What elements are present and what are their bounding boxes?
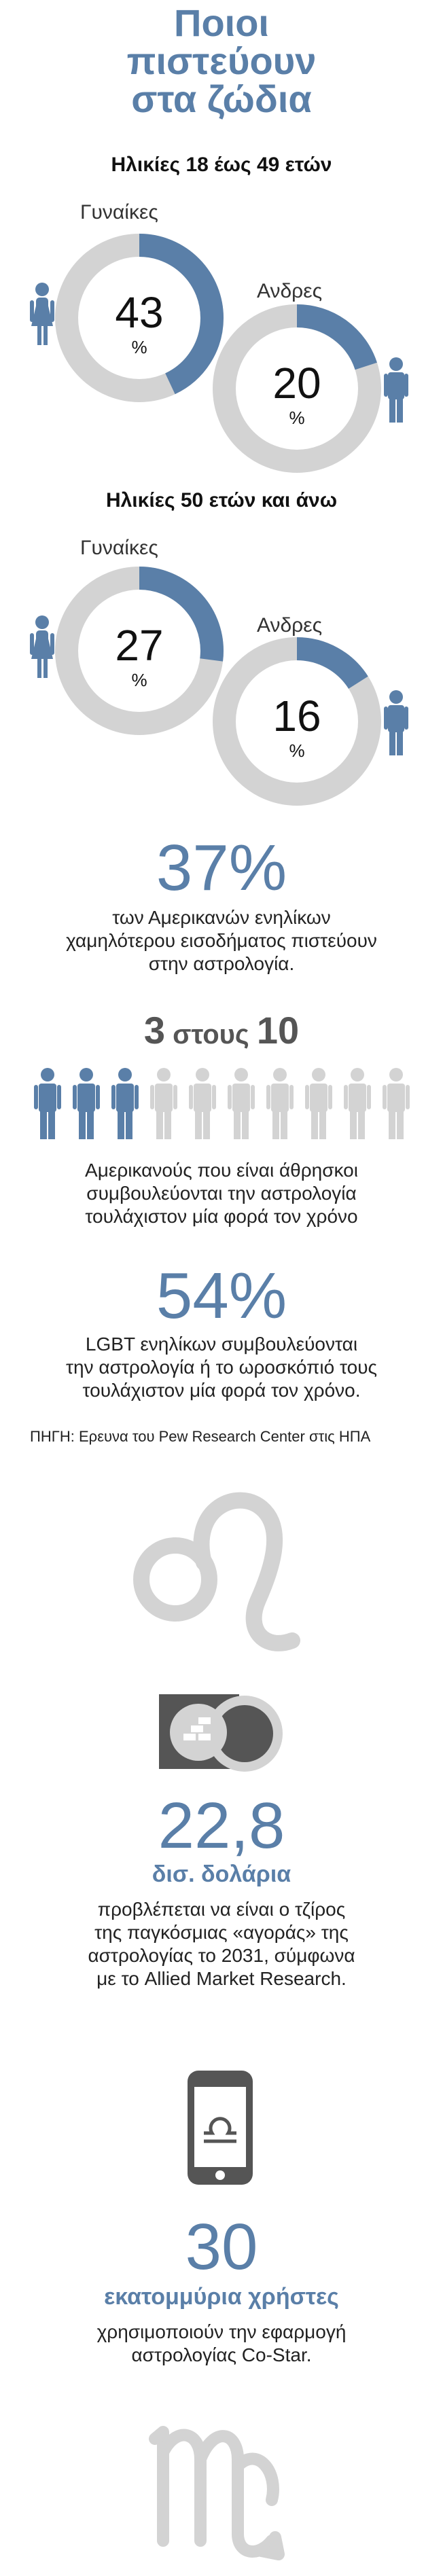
women-unit-1: %: [131, 337, 147, 357]
men-donut-arc-1: [213, 304, 381, 473]
three-in-ten-heading: 3 στους 10: [0, 1008, 443, 1052]
person-icon: [228, 1068, 255, 1139]
person-icon: [344, 1068, 371, 1139]
man-icon-1: [384, 357, 408, 423]
person-icon: [266, 1068, 294, 1139]
three-in-ten-line: συμβουλεύονται την αστρολογία: [86, 1183, 357, 1204]
low-income-line: των Αμερικανών ενηλίκων: [112, 907, 331, 928]
person-icon: [189, 1068, 216, 1139]
men-unit-1: %: [289, 408, 304, 428]
market-text: προβλέπεται να είναι ο τζίρος της παγκόσ…: [0, 1898, 443, 1990]
age-group-2-donuts: 27 % 16 %: [30, 567, 408, 806]
lgbt-line: τουλάχιστον μία φορά τον χρόνο.: [82, 1380, 361, 1401]
woman-icon-2: [30, 615, 54, 678]
three-in-ten-num2: 10: [256, 1009, 300, 1052]
women-value-1: 43: [115, 288, 163, 337]
title-line-2: πιστεύουν: [126, 39, 317, 82]
person-icon: [111, 1068, 139, 1139]
low-income-percent: 37%: [156, 831, 287, 904]
men-value-1: 20: [272, 359, 321, 408]
low-income-line: χαμηλότερου εισοδήματος πιστεύουν: [66, 930, 377, 951]
source-note: ΠΗΓΗ: Ερευνα του Pew Research Center στι…: [30, 1428, 371, 1445]
title-line-1: Ποιοι: [174, 1, 269, 44]
women-unit-2: %: [131, 670, 147, 690]
three-in-ten-line: Αμερικανούς που είναι άθρησκοι: [85, 1160, 358, 1181]
market-unit: δισ. δολάρια: [152, 1861, 291, 1887]
men-unit-2: %: [289, 740, 304, 761]
person-icon: [150, 1068, 177, 1139]
market-line: με το Allied Market Research.: [96, 1968, 347, 1989]
men-donut-arc-2: [213, 637, 381, 806]
person-icon: [383, 1068, 410, 1139]
market-line: προβλέπεται να είναι ο τζίρος: [97, 1899, 346, 1920]
title-line-3: στα ζώδια: [131, 77, 312, 120]
three-in-ten-line: τουλάχιστον μία φορά τον χρόνο: [85, 1206, 358, 1227]
woman-icon-1: [30, 283, 54, 345]
man-icon-2: [384, 690, 408, 755]
three-in-ten-mid: στους: [165, 1020, 257, 1050]
lgbt-text: LGBT ενηλίκων συμβουλεύονται την αστρολο…: [0, 1333, 443, 1402]
users-text: χρησιμοποιούν την εφαρμογή αστρολογίας C…: [0, 2321, 443, 2367]
women-label-1: Γυναίκες: [80, 201, 158, 223]
low-income-line: στην αστρολογία.: [148, 953, 295, 974]
people-row: [34, 1068, 410, 1139]
three-in-ten-text: Αμερικανούς που είναι άθρησκοι συμβουλεύ…: [0, 1159, 443, 1228]
users-line: χρησιμοποιούν την εφαρμογή: [96, 2321, 347, 2342]
gold-coin-icon: [159, 1694, 283, 1772]
lgbt-line: την αστρολογία ή το ωροσκόπιό τους: [65, 1357, 378, 1378]
lgbt-percent: 54%: [156, 1259, 287, 1332]
women-value-2: 27: [115, 621, 163, 670]
women-label-2: Γυναίκες: [80, 537, 158, 559]
users-value: 30: [185, 2211, 258, 2283]
market-line: της παγκόσμιας «αγοράς» της: [94, 1922, 349, 1943]
lgbt-line: LGBT ενηλίκων συμβουλεύονται: [85, 1334, 358, 1355]
women-donut-arc-2: [55, 567, 224, 735]
users-line: αστρολογίας Co-Star.: [131, 2344, 312, 2365]
age-group-2-heading: Ηλικίες 50 ετών και άνω: [105, 489, 338, 512]
market-value: 22,8: [158, 1789, 285, 1862]
age-group-1-donuts: 43 % 20 %: [30, 234, 408, 473]
three-in-ten-num1: 3: [143, 1009, 165, 1052]
age-group-1-heading: Ηλικίες 18 έως 49 ετών: [111, 154, 332, 176]
women-donut-arc-1: [55, 234, 224, 402]
virgo-icon: [149, 2426, 285, 2560]
men-value-2: 16: [272, 692, 321, 740]
person-icon: [73, 1068, 100, 1139]
low-income-text: των Αμερικανών ενηλίκων χαμηλότερου εισο…: [0, 906, 443, 976]
leo-icon: [133, 1492, 300, 1651]
market-line: αστρολογίας το 2031, σύμφωνα: [88, 1945, 355, 1966]
men-label-2: Ανδρες: [257, 614, 323, 637]
person-icon: [305, 1068, 332, 1139]
men-label-1: Ανδρες: [257, 280, 323, 302]
person-icon: [34, 1068, 61, 1139]
phone-libra-icon: [188, 2071, 253, 2185]
users-unit: εκατομμύρια χρήστες: [104, 2284, 339, 2310]
page-title: Ποιοι πιστεύουν στα ζώδια: [0, 4, 443, 118]
